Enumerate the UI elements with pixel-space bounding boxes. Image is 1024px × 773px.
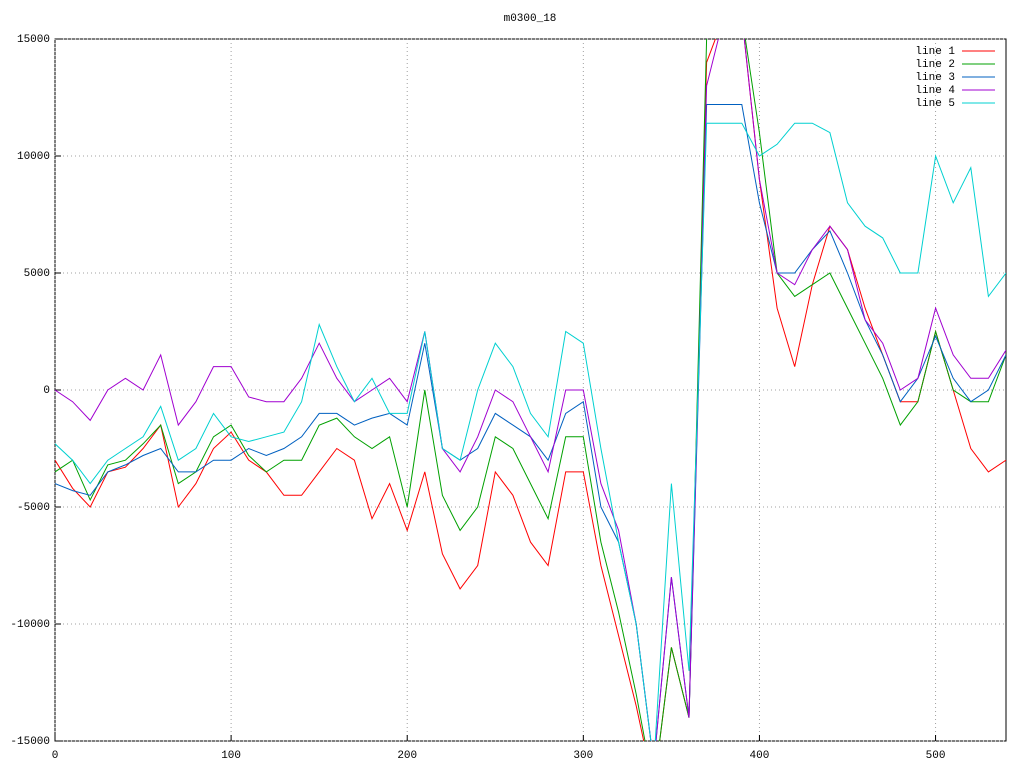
y-tick-label: -10000 bbox=[10, 619, 50, 631]
series-line bbox=[55, 122, 1006, 741]
x-tick-label: 0 bbox=[52, 750, 59, 762]
y-tick-label: 0 bbox=[43, 385, 50, 397]
legend-label: line 2 bbox=[915, 59, 955, 71]
x-tick-label: 100 bbox=[221, 750, 241, 762]
legend-label: line 4 bbox=[915, 85, 955, 97]
legend-label: line 3 bbox=[915, 72, 955, 84]
y-tick-label: -15000 bbox=[10, 736, 50, 748]
series-line bbox=[55, 39, 1006, 741]
plot-lines bbox=[55, 39, 1006, 741]
legend-label: line 5 bbox=[915, 98, 955, 110]
x-tick-label: 500 bbox=[926, 750, 946, 762]
series-line bbox=[55, 39, 1006, 741]
x-tick-label: 200 bbox=[397, 750, 417, 762]
y-tick-label: 10000 bbox=[17, 151, 50, 163]
y-tick-label: 15000 bbox=[17, 34, 50, 46]
y-tick-label: 5000 bbox=[24, 268, 50, 280]
y-tick-label: -5000 bbox=[17, 502, 50, 514]
chart-title: m0300_18 bbox=[504, 13, 557, 25]
series-line bbox=[55, 104, 1006, 741]
x-tick-label: 300 bbox=[573, 750, 593, 762]
legend-label: line 1 bbox=[915, 46, 955, 58]
x-tick-label: 400 bbox=[750, 750, 770, 762]
series-line bbox=[55, 39, 1006, 741]
